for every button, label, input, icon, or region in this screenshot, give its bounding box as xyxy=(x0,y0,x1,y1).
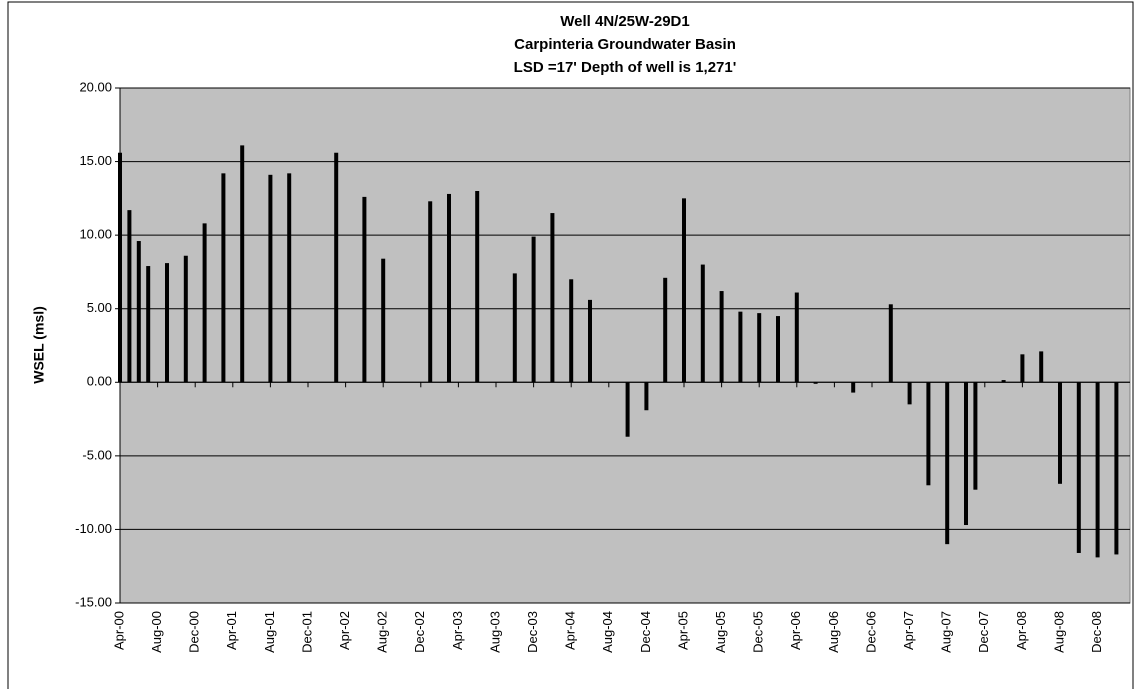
y-tick-label: 10.00 xyxy=(79,227,112,242)
bar xyxy=(146,266,151,383)
bar xyxy=(945,382,950,545)
bar xyxy=(202,223,207,383)
bar xyxy=(127,210,132,383)
bar xyxy=(1058,382,1062,484)
x-tick-label: Apr-03 xyxy=(450,611,465,650)
x-tick-label: Dec-01 xyxy=(299,611,314,653)
x-tick-label: Dec-07 xyxy=(976,611,991,653)
x-tick-label: Apr-02 xyxy=(337,611,352,650)
bar xyxy=(1039,351,1044,383)
chart-title: Well 4N/25W-29D1 xyxy=(560,13,689,30)
bar xyxy=(183,255,188,383)
bar xyxy=(851,382,856,393)
bar xyxy=(221,173,226,383)
x-tick-label: Apr-05 xyxy=(675,611,690,650)
x-tick-label: Dec-04 xyxy=(638,611,653,653)
x-tick-label: Aug-00 xyxy=(149,611,164,653)
x-tick-label: Aug-07 xyxy=(939,611,954,653)
x-tick-label: Aug-08 xyxy=(1051,611,1066,653)
bar xyxy=(381,258,386,383)
x-tick-label: Aug-05 xyxy=(713,611,728,653)
bar xyxy=(964,382,968,526)
chart-title: LSD =17' Depth of well is 1,271' xyxy=(514,59,737,76)
bar xyxy=(550,213,555,383)
bar xyxy=(663,277,668,383)
bar xyxy=(1076,382,1081,553)
bar xyxy=(428,201,433,383)
bar xyxy=(719,291,724,383)
x-tick-label: Apr-00 xyxy=(111,611,126,650)
y-tick-label: 20.00 xyxy=(79,79,112,94)
x-tick-label: Dec-03 xyxy=(525,611,540,653)
bar xyxy=(738,311,743,383)
y-tick-label: 15.00 xyxy=(79,153,112,168)
bar xyxy=(531,236,536,383)
bar xyxy=(757,313,762,383)
bar xyxy=(700,264,705,383)
bar xyxy=(136,241,141,383)
bar xyxy=(569,279,574,383)
y-axis-label: WSEL (msl) xyxy=(31,306,47,384)
bar xyxy=(1095,382,1100,558)
y-tick-label: -10.00 xyxy=(75,521,112,536)
bar xyxy=(118,152,122,383)
x-tick-label: Dec-08 xyxy=(1089,611,1104,653)
bar xyxy=(625,382,630,437)
bar xyxy=(1020,354,1025,383)
bar xyxy=(240,145,245,383)
chart-title: Carpinteria Groundwater Basin xyxy=(514,36,736,53)
x-tick-label: Apr-08 xyxy=(1014,611,1029,650)
x-tick-label: Aug-02 xyxy=(375,611,390,653)
y-tick-label: 0.00 xyxy=(87,374,112,389)
bar xyxy=(512,273,517,383)
y-tick-label: -15.00 xyxy=(75,594,112,609)
bar xyxy=(588,299,592,383)
x-tick-label: Aug-06 xyxy=(826,611,841,653)
bar xyxy=(973,382,978,490)
bar xyxy=(268,174,273,383)
bar xyxy=(1001,380,1006,383)
bar xyxy=(362,196,367,383)
x-tick-label: Dec-02 xyxy=(412,611,427,653)
bar xyxy=(475,191,480,383)
bar xyxy=(1114,382,1119,555)
x-tick-label: Dec-05 xyxy=(751,611,766,653)
x-tick-label: Aug-03 xyxy=(487,611,502,653)
x-tick-label: Apr-06 xyxy=(788,611,803,650)
y-tick-label: 5.00 xyxy=(87,300,112,315)
y-tick-label: -5.00 xyxy=(82,447,112,462)
bar xyxy=(682,198,686,383)
x-tick-label: Aug-04 xyxy=(600,611,615,653)
bar xyxy=(447,193,451,383)
x-tick-label: Apr-07 xyxy=(901,611,916,650)
bar xyxy=(644,382,649,411)
bar xyxy=(776,316,780,383)
bar xyxy=(813,382,818,384)
x-tick-label: Apr-04 xyxy=(563,611,578,650)
bar xyxy=(907,382,912,405)
bar xyxy=(334,152,339,383)
x-tick-label: Aug-01 xyxy=(262,611,277,653)
bar xyxy=(287,173,292,383)
bar xyxy=(165,263,169,383)
x-tick-label: Dec-06 xyxy=(863,611,878,653)
bar xyxy=(926,382,931,486)
x-tick-label: Dec-00 xyxy=(187,611,202,653)
bar xyxy=(888,304,893,383)
x-tick-label: Apr-01 xyxy=(224,611,239,650)
bar xyxy=(794,292,799,383)
